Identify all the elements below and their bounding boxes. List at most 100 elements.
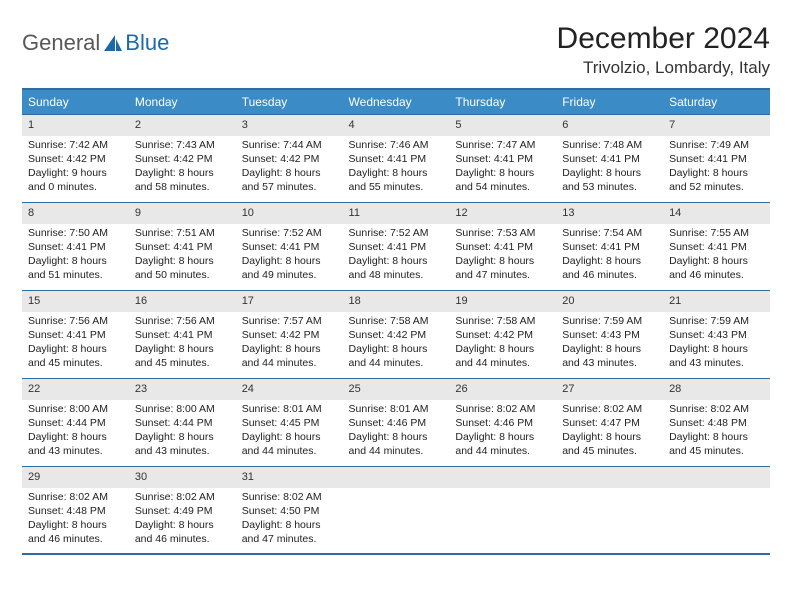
day-data: Sunrise: 8:02 AMSunset: 4:50 PMDaylight:… <box>236 488 343 551</box>
day-data: Sunrise: 7:51 AMSunset: 4:41 PMDaylight:… <box>129 224 236 287</box>
sunrise-line: Sunrise: 7:42 AM <box>28 138 123 152</box>
sunrise-line: Sunrise: 8:02 AM <box>455 402 550 416</box>
weekday-wednesday: Wednesday <box>343 89 450 114</box>
calendar-cell: 22Sunrise: 8:00 AMSunset: 4:44 PMDayligh… <box>22 378 129 466</box>
day-number: 19 <box>449 290 556 312</box>
daylight-line: Daylight: 8 hours and 49 minutes. <box>242 254 337 282</box>
sunset-line: Sunset: 4:42 PM <box>349 328 444 342</box>
sunrise-line: Sunrise: 7:49 AM <box>669 138 764 152</box>
calendar-row: 1Sunrise: 7:42 AMSunset: 4:42 PMDaylight… <box>22 114 770 202</box>
calendar-cell: 30Sunrise: 8:02 AMSunset: 4:49 PMDayligh… <box>129 466 236 554</box>
sunset-line: Sunset: 4:45 PM <box>242 416 337 430</box>
day-number <box>343 466 450 488</box>
sunset-line: Sunset: 4:42 PM <box>242 152 337 166</box>
daylight-line: Daylight: 8 hours and 43 minutes. <box>562 342 657 370</box>
month-title: December 2024 <box>557 22 770 56</box>
sunrise-line: Sunrise: 8:01 AM <box>242 402 337 416</box>
calendar-cell: 25Sunrise: 8:01 AMSunset: 4:46 PMDayligh… <box>343 378 450 466</box>
day-number: 29 <box>22 466 129 488</box>
daylight-line: Daylight: 8 hours and 43 minutes. <box>28 430 123 458</box>
day-data: Sunrise: 7:52 AMSunset: 4:41 PMDaylight:… <box>343 224 450 287</box>
header: General Blue December 2024 Trivolzio, Lo… <box>22 18 770 78</box>
day-number: 4 <box>343 114 450 136</box>
sunrise-line: Sunrise: 7:51 AM <box>135 226 230 240</box>
calendar-cell: 29Sunrise: 8:02 AMSunset: 4:48 PMDayligh… <box>22 466 129 554</box>
day-data: Sunrise: 7:50 AMSunset: 4:41 PMDaylight:… <box>22 224 129 287</box>
day-number: 2 <box>129 114 236 136</box>
day-data: Sunrise: 8:02 AMSunset: 4:48 PMDaylight:… <box>663 400 770 463</box>
sunset-line: Sunset: 4:42 PM <box>28 152 123 166</box>
calendar-cell <box>449 466 556 554</box>
calendar-cell: 4Sunrise: 7:46 AMSunset: 4:41 PMDaylight… <box>343 114 450 202</box>
sunrise-line: Sunrise: 7:57 AM <box>242 314 337 328</box>
sunrise-line: Sunrise: 7:56 AM <box>28 314 123 328</box>
sunrise-line: Sunrise: 8:02 AM <box>562 402 657 416</box>
daylight-line: Daylight: 8 hours and 46 minutes. <box>28 518 123 546</box>
sunset-line: Sunset: 4:43 PM <box>562 328 657 342</box>
day-number: 22 <box>22 378 129 400</box>
calendar-cell <box>343 466 450 554</box>
sunrise-line: Sunrise: 7:59 AM <box>562 314 657 328</box>
sunrise-line: Sunrise: 7:59 AM <box>669 314 764 328</box>
day-data: Sunrise: 7:44 AMSunset: 4:42 PMDaylight:… <box>236 136 343 199</box>
sunset-line: Sunset: 4:41 PM <box>562 152 657 166</box>
daylight-line: Daylight: 8 hours and 47 minutes. <box>455 254 550 282</box>
daylight-line: Daylight: 8 hours and 46 minutes. <box>669 254 764 282</box>
day-data <box>449 488 556 548</box>
daylight-line: Daylight: 8 hours and 44 minutes. <box>349 342 444 370</box>
weekday-friday: Friday <box>556 89 663 114</box>
sunrise-line: Sunrise: 7:52 AM <box>349 226 444 240</box>
day-data: Sunrise: 7:59 AMSunset: 4:43 PMDaylight:… <box>556 312 663 375</box>
sunrise-line: Sunrise: 7:48 AM <box>562 138 657 152</box>
sunset-line: Sunset: 4:42 PM <box>242 328 337 342</box>
sunset-line: Sunset: 4:41 PM <box>455 152 550 166</box>
daylight-line: Daylight: 8 hours and 46 minutes. <box>562 254 657 282</box>
daylight-line: Daylight: 8 hours and 45 minutes. <box>562 430 657 458</box>
day-number: 8 <box>22 202 129 224</box>
calendar-cell: 11Sunrise: 7:52 AMSunset: 4:41 PMDayligh… <box>343 202 450 290</box>
day-number: 3 <box>236 114 343 136</box>
sunset-line: Sunset: 4:46 PM <box>349 416 444 430</box>
sunrise-line: Sunrise: 8:02 AM <box>242 490 337 504</box>
logo: General Blue <box>22 30 169 56</box>
sunrise-line: Sunrise: 8:02 AM <box>135 490 230 504</box>
calendar-cell: 12Sunrise: 7:53 AMSunset: 4:41 PMDayligh… <box>449 202 556 290</box>
day-number: 12 <box>449 202 556 224</box>
day-number <box>663 466 770 488</box>
day-data: Sunrise: 7:55 AMSunset: 4:41 PMDaylight:… <box>663 224 770 287</box>
day-number: 16 <box>129 290 236 312</box>
daylight-line: Daylight: 8 hours and 50 minutes. <box>135 254 230 282</box>
daylight-line: Daylight: 8 hours and 45 minutes. <box>28 342 123 370</box>
calendar-row: 15Sunrise: 7:56 AMSunset: 4:41 PMDayligh… <box>22 290 770 378</box>
day-number: 17 <box>236 290 343 312</box>
calendar-cell: 2Sunrise: 7:43 AMSunset: 4:42 PMDaylight… <box>129 114 236 202</box>
daylight-line: Daylight: 8 hours and 55 minutes. <box>349 166 444 194</box>
day-number: 30 <box>129 466 236 488</box>
daylight-line: Daylight: 8 hours and 44 minutes. <box>349 430 444 458</box>
day-number: 26 <box>449 378 556 400</box>
sunset-line: Sunset: 4:41 PM <box>562 240 657 254</box>
calendar-cell: 15Sunrise: 7:56 AMSunset: 4:41 PMDayligh… <box>22 290 129 378</box>
calendar-cell <box>556 466 663 554</box>
calendar-cell: 27Sunrise: 8:02 AMSunset: 4:47 PMDayligh… <box>556 378 663 466</box>
sunset-line: Sunset: 4:41 PM <box>242 240 337 254</box>
sunset-line: Sunset: 4:49 PM <box>135 504 230 518</box>
calendar-cell: 16Sunrise: 7:56 AMSunset: 4:41 PMDayligh… <box>129 290 236 378</box>
logo-sail-icon <box>102 33 124 53</box>
calendar-cell: 26Sunrise: 8:02 AMSunset: 4:46 PMDayligh… <box>449 378 556 466</box>
daylight-line: Daylight: 8 hours and 44 minutes. <box>242 430 337 458</box>
daylight-line: Daylight: 8 hours and 44 minutes. <box>455 342 550 370</box>
sunrise-line: Sunrise: 8:02 AM <box>669 402 764 416</box>
day-data: Sunrise: 7:54 AMSunset: 4:41 PMDaylight:… <box>556 224 663 287</box>
sunset-line: Sunset: 4:42 PM <box>455 328 550 342</box>
day-data: Sunrise: 7:47 AMSunset: 4:41 PMDaylight:… <box>449 136 556 199</box>
calendar-cell: 7Sunrise: 7:49 AMSunset: 4:41 PMDaylight… <box>663 114 770 202</box>
daylight-line: Daylight: 8 hours and 45 minutes. <box>135 342 230 370</box>
calendar-cell: 18Sunrise: 7:58 AMSunset: 4:42 PMDayligh… <box>343 290 450 378</box>
day-data: Sunrise: 8:01 AMSunset: 4:46 PMDaylight:… <box>343 400 450 463</box>
weekday-monday: Monday <box>129 89 236 114</box>
sunset-line: Sunset: 4:41 PM <box>28 240 123 254</box>
sunrise-line: Sunrise: 7:55 AM <box>669 226 764 240</box>
sunset-line: Sunset: 4:48 PM <box>28 504 123 518</box>
day-data <box>663 488 770 548</box>
